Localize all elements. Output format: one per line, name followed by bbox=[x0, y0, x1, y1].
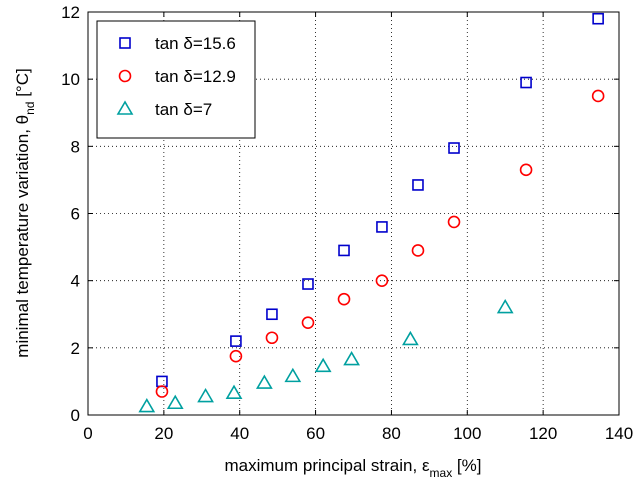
data-point-circle bbox=[411, 244, 425, 257]
x-tick-label: 20 bbox=[154, 424, 173, 443]
data-point-circle bbox=[337, 292, 351, 306]
data-point-circle bbox=[447, 215, 461, 229]
y-tick-label: 2 bbox=[71, 339, 80, 358]
data-point-triangle bbox=[197, 387, 214, 403]
x-tick-label: 140 bbox=[605, 424, 633, 443]
series-triangle bbox=[138, 298, 514, 413]
legend-marker-triangle bbox=[116, 100, 134, 115]
legend-box bbox=[96, 20, 256, 139]
data-point-square bbox=[592, 12, 604, 25]
x-axis-label-subscript: max bbox=[430, 466, 453, 480]
data-point-square bbox=[448, 142, 460, 154]
data-point-triangle bbox=[138, 398, 156, 413]
series-square bbox=[156, 12, 604, 388]
data-point-triangle bbox=[343, 350, 360, 366]
legend-marker-square bbox=[119, 37, 131, 49]
x-tick-label: 40 bbox=[230, 424, 249, 443]
y-axis-label-subscript: nd bbox=[23, 102, 37, 115]
data-point-triangle bbox=[225, 384, 243, 399]
data-point-square bbox=[520, 76, 532, 89]
y-tick-label: 12 bbox=[61, 3, 80, 22]
legend-item: tan δ=15.6 bbox=[119, 34, 236, 53]
y-tick-label: 0 bbox=[71, 406, 80, 425]
data-point-triangle bbox=[166, 394, 184, 410]
data-point-circle bbox=[591, 89, 605, 103]
x-axis-label: maximum principal strain, εmax [%] bbox=[225, 456, 482, 480]
legend-label: tan δ=7 bbox=[155, 100, 212, 119]
data-point-circle bbox=[155, 385, 169, 398]
data-point-circle bbox=[301, 316, 315, 329]
x-tick-label: 60 bbox=[306, 424, 325, 443]
data-point-triangle bbox=[284, 367, 302, 383]
y-tick-label: 8 bbox=[71, 137, 80, 156]
data-point-triangle bbox=[402, 330, 419, 346]
data-point-circle bbox=[519, 163, 533, 177]
legend-item: tan δ=12.9 bbox=[118, 67, 236, 86]
data-point-circle bbox=[229, 349, 243, 363]
x-tick-label: 120 bbox=[529, 424, 557, 443]
data-point-square bbox=[302, 278, 314, 290]
data-point-square bbox=[230, 335, 242, 347]
legend: tan δ=15.6 tan δ=12.9 tan δ=7 bbox=[96, 20, 256, 139]
y-tick-label: 4 bbox=[71, 272, 80, 291]
axis-ticks: 0 20 40 60 80 100 120 140 0 2 4 6 8 10 12 bbox=[61, 3, 633, 443]
data-point-triangle bbox=[496, 298, 514, 314]
legend-label: tan δ=12.9 bbox=[155, 67, 236, 86]
data-point-triangle bbox=[255, 374, 273, 389]
y-axis-label: minimal temperature variation, θnd [°C] bbox=[13, 68, 37, 357]
legend-marker-circle bbox=[118, 69, 132, 83]
data-point-circle bbox=[375, 274, 389, 287]
x-tick-label: 80 bbox=[382, 424, 401, 443]
legend-item: tan δ=7 bbox=[116, 100, 212, 119]
data-point-square bbox=[266, 308, 278, 321]
y-tick-label: 10 bbox=[61, 70, 80, 89]
x-tick-label: 100 bbox=[453, 424, 481, 443]
data-point-square bbox=[338, 244, 350, 257]
data-point-square bbox=[156, 375, 168, 388]
data-point-square bbox=[376, 221, 388, 233]
data-point-circle bbox=[265, 331, 279, 345]
legend-label: tan δ=15.6 bbox=[155, 34, 236, 53]
y-tick-label: 6 bbox=[71, 205, 80, 224]
x-tick-label: 0 bbox=[83, 424, 92, 443]
data-points bbox=[138, 12, 605, 413]
series-circle bbox=[155, 89, 605, 398]
data-point-triangle bbox=[314, 357, 332, 373]
data-point-square bbox=[412, 179, 424, 191]
